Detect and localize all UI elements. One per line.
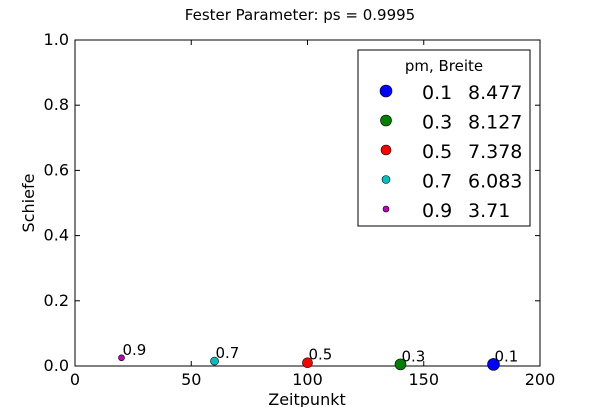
data-label: 0.7: [216, 344, 240, 362]
legend-pm: 0.9: [422, 200, 452, 222]
x-tick-label: 100: [292, 370, 323, 389]
y-tick-label: 0.0: [44, 356, 69, 375]
data-label: 0.5: [309, 346, 333, 364]
legend-marker: [382, 205, 390, 213]
x-axis: 0 50 100 150 200: [70, 40, 555, 389]
legend-marker: [381, 175, 391, 184]
legend-marker: [379, 84, 393, 98]
legend-pm: 0.5: [422, 141, 452, 163]
data-point: [487, 358, 500, 371]
x-axis-label: Zeitpunkt: [268, 390, 346, 407]
data-label: 0.9: [123, 341, 147, 359]
x-tick-label: 200: [525, 370, 556, 389]
chart-title: Fester Parameter: ps = 0.9995: [185, 6, 415, 24]
legend-box: [357, 49, 531, 227]
y-axis: 0.0 0.2 0.4 0.6 0.8 1.0: [44, 30, 540, 375]
x-tick-label: 150: [408, 370, 439, 389]
legend-pm: 0.1: [422, 82, 452, 104]
y-tick-label: 0.2: [44, 291, 69, 310]
data-point: [210, 356, 219, 366]
y-tick-label: 0.8: [44, 95, 69, 114]
legend-breite: 3.71: [468, 200, 510, 222]
y-tick-label: 1.0: [44, 30, 69, 49]
x-tick-label: 0: [70, 370, 80, 389]
legend-entries: 0.1 8.477 0.3 8.127 0.5 7.378 0.7 6.083 0.9 3.71: [379, 82, 522, 222]
data-point: [118, 354, 125, 362]
data-points: 0.1 0.3 0.5 0.7 0.9: [118, 341, 519, 371]
data-label: 0.3: [402, 347, 426, 365]
legend-breite: 8.477: [468, 82, 522, 104]
data-point: [302, 357, 313, 369]
legend: pm, Breite 0.1 8.477 0.3 8.127 0.5 7.378 0.7 6.…: [357, 49, 531, 227]
legend-title: pm, Breite: [405, 57, 483, 75]
y-tick-label: 0.6: [44, 160, 69, 179]
x-tick-label: 50: [181, 370, 201, 389]
legend-breite: 6.083: [468, 171, 522, 193]
data-label: 0.1: [495, 347, 519, 365]
legend-marker: [380, 114, 392, 127]
legend-pm: 0.3: [422, 112, 452, 134]
legend-marker: [380, 144, 392, 156]
legend-breite: 8.127: [468, 112, 522, 134]
y-tick-label: 0.4: [44, 226, 69, 245]
y-axis-label: Schiefe: [19, 174, 38, 233]
legend-breite: 7.378: [468, 141, 522, 163]
data-point: [394, 358, 407, 371]
legend-pm: 0.7: [422, 171, 452, 193]
